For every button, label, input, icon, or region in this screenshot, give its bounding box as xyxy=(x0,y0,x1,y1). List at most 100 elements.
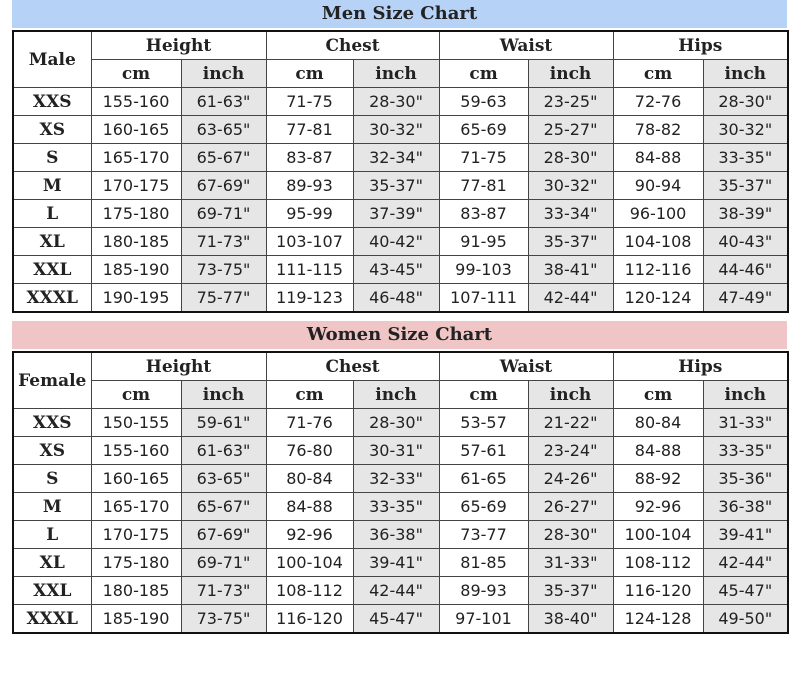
size-value: 61-65 xyxy=(438,464,529,493)
size-value: 96-100 xyxy=(612,199,704,228)
size-value: 28-30" xyxy=(527,520,614,549)
size-value: 46-48" xyxy=(352,283,440,313)
size-table: Female Height Chest Waist Hips cm inch cm inch cm… xyxy=(12,351,790,634)
size-value: 65-67" xyxy=(180,492,267,521)
size-value: 185-190 xyxy=(90,604,182,634)
size-label: XL xyxy=(12,548,92,577)
size-value: 49-50" xyxy=(702,604,789,634)
unit-header: cm xyxy=(90,380,182,409)
size-value: 81-85 xyxy=(438,548,529,577)
section-title: Men Size Chart xyxy=(12,0,787,28)
size-value: 88-92 xyxy=(612,464,704,493)
size-row: XXS 150-155 59-61" 71-76 28-30" 53-57 21-22" 80… xyxy=(12,408,789,437)
size-value: 30-32" xyxy=(702,115,789,144)
size-value: 39-41" xyxy=(352,548,440,577)
unit-row: cm inch cm inch cm inch cm inch xyxy=(13,59,789,88)
size-value: 78-82 xyxy=(612,115,704,144)
size-value: 95-99 xyxy=(265,199,354,228)
size-row: XXXL 185-190 73-75" 116-120 45-47" 97-101 38-4… xyxy=(12,604,789,634)
size-value: 89-93 xyxy=(438,576,529,605)
size-value: 21-22" xyxy=(527,408,614,437)
size-value: 24-26" xyxy=(527,464,614,493)
size-label: XXXL xyxy=(12,604,92,634)
header-row: Male Height Chest Waist Hips xyxy=(12,30,789,88)
group-header: Waist xyxy=(438,30,614,60)
unit-header: inch xyxy=(352,380,440,409)
size-value: 100-104 xyxy=(612,520,704,549)
size-value: 71-75 xyxy=(438,143,529,172)
size-value: 57-61 xyxy=(438,436,529,465)
unit-header: cm xyxy=(265,59,354,88)
size-value: 91-95 xyxy=(438,227,529,256)
size-value: 67-69" xyxy=(180,171,267,200)
size-value: 30-31" xyxy=(352,436,440,465)
size-value: 71-75 xyxy=(265,87,354,116)
size-value: 119-123 xyxy=(265,283,354,313)
size-row: XL 175-180 69-71" 100-104 39-41" 81-85 31-33" 1… xyxy=(12,548,789,577)
unit-header: inch xyxy=(180,380,267,409)
size-value: 160-165 xyxy=(90,464,182,493)
section-title: Women Size Chart xyxy=(12,321,787,349)
size-value: 108-112 xyxy=(612,548,704,577)
size-value: 77-81 xyxy=(265,115,354,144)
corner-cell: Male xyxy=(12,30,92,88)
size-value: 33-35" xyxy=(352,492,440,521)
unit-header: inch xyxy=(702,59,789,88)
size-value: 92-96 xyxy=(612,492,704,521)
size-value: 83-87 xyxy=(438,199,529,228)
size-value: 165-170 xyxy=(90,143,182,172)
size-value: 47-49" xyxy=(702,283,789,313)
unit-header: cm xyxy=(438,380,529,409)
size-value: 36-38" xyxy=(352,520,440,549)
size-value: 28-30" xyxy=(527,143,614,172)
size-value: 65-69 xyxy=(438,115,529,144)
size-value: 35-37" xyxy=(527,227,614,256)
size-value: 45-47" xyxy=(352,604,440,634)
size-row: XL 180-185 71-73" 103-107 40-42" 91-95 35-37" 1… xyxy=(12,227,789,256)
size-value: 108-112 xyxy=(265,576,354,605)
group-header: Waist xyxy=(438,351,614,381)
size-value: 45-47" xyxy=(702,576,789,605)
size-value: 42-44" xyxy=(527,283,614,313)
size-value: 124-128 xyxy=(612,604,704,634)
size-value: 61-63" xyxy=(180,436,267,465)
size-value: 104-108 xyxy=(612,227,704,256)
size-value: 73-75" xyxy=(180,255,267,284)
size-value: 97-101 xyxy=(438,604,529,634)
size-value: 80-84 xyxy=(265,464,354,493)
size-label: XXS xyxy=(12,408,92,437)
size-value: 30-32" xyxy=(527,171,614,200)
size-label: L xyxy=(12,199,92,228)
size-value: 103-107 xyxy=(265,227,354,256)
group-header: Hips xyxy=(612,30,789,60)
size-value: 63-65" xyxy=(180,464,267,493)
size-value: 77-81 xyxy=(438,171,529,200)
size-row: L 175-180 69-71" 95-99 37-39" 83-87 33-34" 96-1… xyxy=(12,199,789,228)
size-label: XXL xyxy=(12,576,92,605)
size-value: 150-155 xyxy=(90,408,182,437)
size-label: M xyxy=(12,171,92,200)
size-value: 107-111 xyxy=(438,283,529,313)
size-value: 92-96 xyxy=(265,520,354,549)
size-row: XXL 180-185 71-73" 108-112 42-44" 89-93 35-37"… xyxy=(12,576,789,605)
size-value: 75-77" xyxy=(180,283,267,313)
size-value: 32-33" xyxy=(352,464,440,493)
unit-header: cm xyxy=(612,380,704,409)
size-value: 30-32" xyxy=(352,115,440,144)
group-header: Height xyxy=(90,30,267,60)
unit-header: inch xyxy=(352,59,440,88)
unit-header: cm xyxy=(612,59,704,88)
size-value: 165-170 xyxy=(90,492,182,521)
size-value: 44-46" xyxy=(702,255,789,284)
group-header: Height xyxy=(90,351,267,381)
unit-header: cm xyxy=(90,59,182,88)
size-value: 33-35" xyxy=(702,143,789,172)
header-row: Female Height Chest Waist Hips xyxy=(12,351,789,409)
size-value: 175-180 xyxy=(90,199,182,228)
size-value: 116-120 xyxy=(265,604,354,634)
size-value: 28-30" xyxy=(352,87,440,116)
size-value: 42-44" xyxy=(702,548,789,577)
size-value: 72-76 xyxy=(612,87,704,116)
size-label: XL xyxy=(12,227,92,256)
